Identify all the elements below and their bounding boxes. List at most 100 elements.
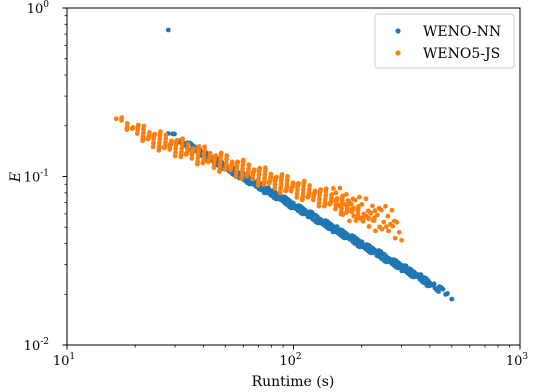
data-point: [347, 218, 352, 224]
data-point: [392, 235, 398, 241]
data-point: [299, 206, 305, 212]
data-point: [351, 213, 356, 219]
data-point: [316, 203, 322, 209]
data-point: [331, 186, 336, 191]
data-point: [189, 152, 195, 158]
data-point: [201, 151, 207, 157]
data-point: [261, 190, 267, 196]
data-point: [224, 153, 230, 159]
data-point: [361, 243, 367, 249]
data-point: [185, 141, 191, 147]
data-point: [228, 167, 233, 173]
data-point: [339, 197, 345, 203]
data-point: [163, 132, 169, 138]
data-point: [324, 221, 330, 227]
data-point: [305, 194, 311, 200]
data-point: [293, 203, 298, 209]
data-point: [256, 176, 261, 182]
data-point: [430, 282, 436, 288]
data-point: [195, 155, 201, 161]
data-point: [294, 187, 300, 193]
x-tick-label: 103: [506, 352, 529, 369]
data-point: [368, 210, 374, 216]
data-point: [393, 260, 398, 266]
data-point: [355, 243, 361, 249]
data-point: [272, 182, 278, 188]
data-point: [374, 212, 380, 218]
data-point: [418, 276, 423, 282]
data-point: [310, 197, 316, 203]
data-point: [436, 284, 442, 289]
data-point: [311, 217, 317, 223]
data-point: [394, 219, 400, 225]
data-point: [323, 189, 329, 195]
data-point: [234, 167, 239, 172]
data-point: [307, 183, 312, 188]
data-point: [256, 172, 262, 178]
data-point: [286, 204, 292, 210]
data-point: [294, 191, 300, 197]
data-point: [246, 162, 252, 168]
x-tick-label: 101: [53, 352, 75, 369]
y-tick-label: 100: [27, 0, 50, 17]
data-point: [330, 229, 336, 235]
data-point: [389, 207, 395, 213]
data-point: [217, 169, 222, 175]
data-point: [411, 269, 417, 275]
data-point: [283, 188, 289, 194]
data-point: [355, 208, 361, 213]
data-point: [443, 292, 448, 297]
data-point: [360, 217, 365, 223]
data-point: [243, 178, 248, 184]
data-point: [239, 176, 244, 181]
data-point: [305, 214, 311, 220]
data-point: [195, 151, 201, 157]
data-point: [277, 190, 283, 196]
data-point: [261, 182, 266, 188]
y-tick-label: 10-2: [24, 337, 49, 354]
data-point: [233, 170, 239, 176]
data-point: [364, 213, 369, 219]
data-point: [385, 213, 391, 219]
data-point: [266, 180, 272, 186]
data-point: [357, 194, 362, 200]
data-point: [299, 197, 305, 203]
points-layer: [113, 27, 455, 302]
data-point: [150, 144, 156, 150]
data-point: [178, 154, 184, 160]
data-point: [285, 174, 290, 179]
data-point: [300, 187, 306, 193]
ticks-layer: 101 102 103 10-2 10-1 100: [24, 0, 529, 369]
data-point: [399, 268, 405, 274]
data-point: [157, 136, 163, 142]
data-point: [343, 230, 348, 236]
data-point: [348, 201, 354, 207]
data-point: [399, 237, 404, 243]
data-point: [280, 198, 286, 204]
data-point: [278, 181, 284, 187]
data-point: [156, 147, 162, 153]
data-point: [424, 283, 430, 288]
y-axis-label: E: [8, 172, 24, 183]
data-point: [161, 145, 167, 151]
data-point: [179, 145, 185, 151]
data-point: [134, 131, 140, 136]
data-point: [349, 209, 355, 215]
data-point: [386, 228, 391, 234]
data-point: [337, 185, 343, 191]
data-point: [363, 196, 369, 202]
data-point: [322, 203, 327, 209]
data-point: [370, 218, 376, 223]
data-point: [212, 158, 217, 163]
data-point: [327, 201, 333, 207]
data-point: [141, 126, 147, 132]
data-point: [151, 137, 157, 143]
data-point: [336, 230, 342, 236]
data-point: [255, 182, 261, 188]
data-point: [333, 206, 338, 212]
data-point: [244, 173, 250, 179]
data-point: [390, 223, 396, 229]
data-point: [194, 161, 200, 167]
data-point: [211, 165, 217, 171]
data-point: [368, 245, 373, 251]
